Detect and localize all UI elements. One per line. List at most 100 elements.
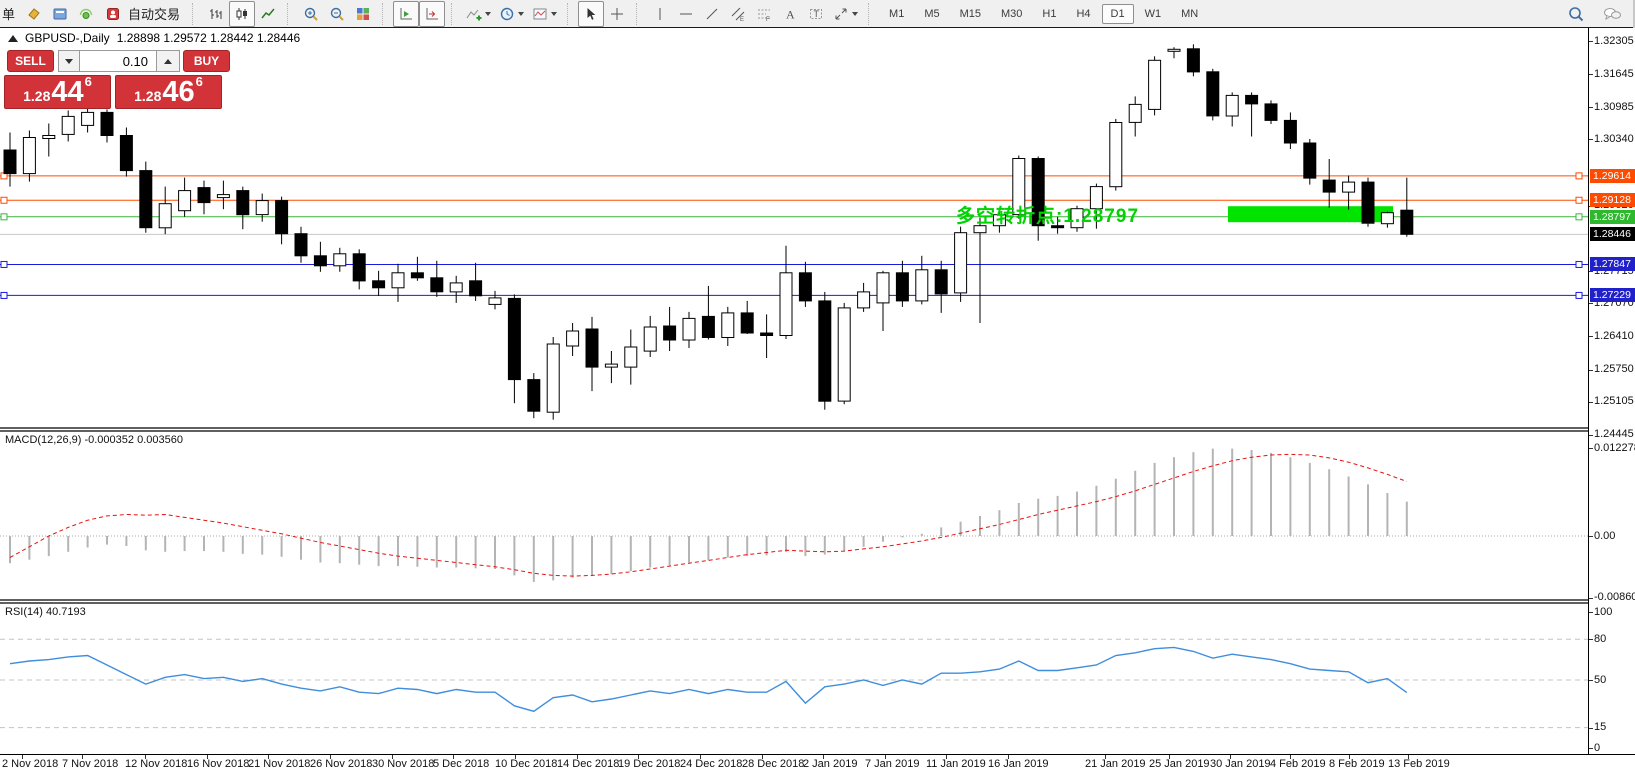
line-handle-icon[interactable] xyxy=(1575,196,1583,204)
chart-title-row: GBPUSD-,Daily 1.28898 1.29572 1.28442 1.… xyxy=(8,31,300,45)
chart-canvas[interactable] xyxy=(0,28,1588,754)
date-axis-label: 14 Dec 2018 xyxy=(557,758,620,770)
arrows-icon[interactable] xyxy=(829,1,862,27)
buy-price-point: 6 xyxy=(195,74,203,89)
date-axis-label: 8 Feb 2019 xyxy=(1329,758,1385,770)
toolbar-separator xyxy=(636,2,643,25)
price-tag: 1.29128 xyxy=(1590,193,1635,207)
timeframe-MN[interactable]: MN xyxy=(1181,7,1199,20)
sell-price-point: 6 xyxy=(84,74,92,89)
vertical-line-icon[interactable] xyxy=(647,1,673,27)
new-order-label-partial[interactable]: 单 xyxy=(2,7,16,22)
date-axis-label: 25 Jan 2019 xyxy=(1149,758,1210,770)
collapse-panel-icon[interactable] xyxy=(8,34,18,42)
timeframe-group: M1 M5 M15 M30 H1 H4 D1 W1 MN xyxy=(879,3,1208,24)
signal-icon[interactable] xyxy=(73,1,99,27)
text-label-icon[interactable]: T xyxy=(803,1,829,27)
date-axis-label: 30 Jan 2019 xyxy=(1210,758,1271,770)
autotrading-button[interactable]: 自动交易 xyxy=(99,1,186,27)
line-chart-icon[interactable] xyxy=(255,1,281,27)
sell-button[interactable]: SELL xyxy=(7,50,54,72)
triangle-up-icon xyxy=(164,58,172,64)
dropdown-caret-icon xyxy=(551,11,558,16)
auto-scroll-icon[interactable] xyxy=(393,0,420,27)
timeframe-D1[interactable]: D1 xyxy=(1101,3,1134,24)
line-handle-icon[interactable] xyxy=(0,196,8,204)
rsi-axis-label: 50 xyxy=(1594,674,1607,686)
macd-indicator-label: MACD(12,26,9) -0.000352 0.003560 xyxy=(5,434,183,446)
timeframe-M30[interactable]: M30 xyxy=(1001,7,1023,20)
timeframe-M5[interactable]: M5 xyxy=(924,7,940,20)
sell-price-pips: 44 xyxy=(51,76,84,108)
triangle-down-icon xyxy=(65,58,73,64)
line-handle-icon[interactable] xyxy=(1575,172,1583,180)
horizontal-line-icon[interactable] xyxy=(673,1,699,27)
date-axis-label: 16 Jan 2019 xyxy=(988,758,1049,770)
zoom-out-icon[interactable] xyxy=(324,1,350,27)
pivot-zone-box[interactable] xyxy=(1228,206,1393,223)
svg-text:A: A xyxy=(786,7,795,21)
volume-increase-button[interactable] xyxy=(156,50,180,72)
tile-windows-icon[interactable] xyxy=(350,1,376,27)
volume-input[interactable] xyxy=(79,50,156,72)
one-click-trading-panel: GBPUSD-,Daily 1.28898 1.29572 1.28442 1.… xyxy=(4,31,300,109)
candlestick-chart-icon[interactable] xyxy=(229,0,256,27)
date-axis-label: 2 Jan 2019 xyxy=(803,758,858,770)
timeframe-H4[interactable]: H4 xyxy=(1076,7,1091,20)
price-axis-label: 1.30340 xyxy=(1594,133,1634,145)
search-icon[interactable] xyxy=(1563,1,1589,27)
price-tag: 1.29614 xyxy=(1590,169,1635,183)
buy-price-panel[interactable]: 1.28 46 6 xyxy=(115,75,222,109)
price-tag: 1.27847 xyxy=(1590,257,1635,271)
buy-price-big-figure: 1.28 xyxy=(134,88,162,104)
date-axis-label: 21 Jan 2019 xyxy=(1085,758,1146,770)
price-axis-label: 1.25105 xyxy=(1594,395,1634,407)
crosshair-icon[interactable] xyxy=(604,1,630,27)
symbol-period-label: GBPUSD-,Daily xyxy=(25,31,110,45)
cursor-icon[interactable] xyxy=(578,0,605,27)
fibonacci-icon[interactable]: F xyxy=(751,1,777,27)
date-axis-label: 26 Nov 2018 xyxy=(310,758,373,770)
main-toolbar: 单 自动交易 E xyxy=(0,0,1635,28)
autotrading-icon xyxy=(107,7,120,20)
svg-text:F: F xyxy=(766,17,770,22)
terminal-icon[interactable] xyxy=(47,1,73,27)
price-tag: 1.28446 xyxy=(1590,227,1635,241)
periods-icon[interactable] xyxy=(495,1,528,27)
timeframe-H1[interactable]: H1 xyxy=(1042,7,1057,20)
sell-price-panel[interactable]: 1.28 44 6 xyxy=(4,75,111,109)
date-axis-label: 5 Dec 2018 xyxy=(433,758,490,770)
line-handle-icon[interactable] xyxy=(0,213,8,221)
trendline-icon[interactable] xyxy=(699,1,725,27)
toolbar-separator xyxy=(567,2,574,25)
svg-text:T: T xyxy=(814,9,820,19)
line-handle-icon[interactable] xyxy=(0,260,8,268)
timeframe-W1[interactable]: W1 xyxy=(1144,7,1162,20)
price-tag: 1.27229 xyxy=(1590,288,1635,302)
zoom-in-icon[interactable] xyxy=(298,1,324,27)
chat-icon[interactable] xyxy=(1599,1,1625,27)
text-icon[interactable]: A xyxy=(777,1,803,27)
date-axis-label: 21 Nov 2018 xyxy=(248,758,311,770)
price-axis-label: 1.31645 xyxy=(1594,68,1634,80)
bar-chart-icon[interactable] xyxy=(203,1,229,27)
templates-icon[interactable] xyxy=(528,1,561,27)
indicators-icon[interactable] xyxy=(462,1,495,27)
new-order-icon[interactable] xyxy=(21,1,47,27)
dropdown-caret-icon xyxy=(485,11,492,16)
date-axis-label: 30 Nov 2018 xyxy=(372,758,435,770)
line-handle-icon[interactable] xyxy=(0,291,8,299)
price-axis[interactable]: 1.323051.316451.309851.303401.290201.277… xyxy=(1588,28,1635,754)
volume-decrease-button[interactable] xyxy=(58,50,79,72)
date-axis-label: 11 Jan 2019 xyxy=(926,758,986,770)
toolbar-separator xyxy=(451,2,458,25)
chart-shift-icon[interactable] xyxy=(419,0,446,27)
buy-button[interactable]: BUY xyxy=(183,50,230,72)
line-handle-icon[interactable] xyxy=(1575,213,1583,221)
date-axis[interactable]: 2 Nov 2018 7 Nov 2018 12 Nov 2018 16 Nov 20… xyxy=(0,754,1635,773)
channel-icon[interactable]: E xyxy=(725,1,751,27)
line-handle-icon[interactable] xyxy=(1575,260,1583,268)
timeframe-M15[interactable]: M15 xyxy=(959,7,981,20)
timeframe-M1[interactable]: M1 xyxy=(889,7,905,20)
line-handle-icon[interactable] xyxy=(1575,291,1583,299)
